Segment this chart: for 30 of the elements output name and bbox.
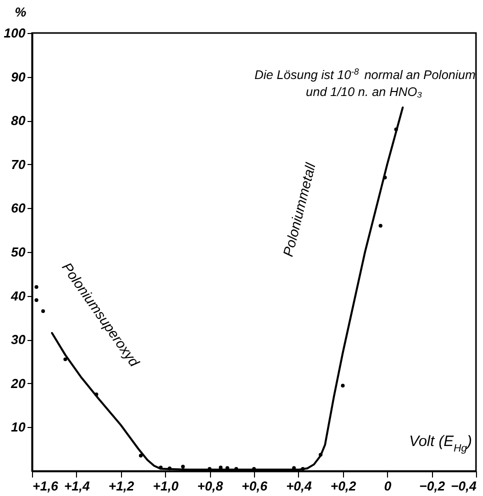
x-tick-label: 0	[384, 478, 392, 494]
y-tick-label: 40	[10, 288, 26, 304]
y-tick-label: 10	[11, 420, 26, 435]
x-tick-label: +1,4	[64, 478, 90, 494]
y-tick-label: 90	[11, 69, 26, 84]
point	[41, 309, 45, 313]
y-tick-label: 80	[11, 113, 26, 128]
y-tick-label: 20	[10, 376, 26, 391]
annotation: und 1/10 n. an HNO₃	[306, 85, 422, 99]
y-tick-label: 60	[11, 200, 26, 216]
y-tick-label: 30	[11, 332, 26, 348]
x-tick-label: −0,4	[450, 478, 478, 494]
x-tick-label: +1,6	[32, 478, 59, 494]
point	[340, 384, 345, 388]
x-tick-label: −0,2	[419, 478, 446, 494]
x-tick-label: +1,0	[152, 478, 180, 494]
y-axis-title: %	[14, 4, 27, 20]
x-tick-label: +0,4	[286, 478, 312, 494]
point	[181, 464, 185, 468]
y-tick-label: 50	[11, 244, 26, 260]
point	[34, 298, 38, 302]
x-tick-label: +0,2	[330, 478, 357, 494]
x-tick-label: +1,2	[108, 478, 135, 494]
y-tick-label: 70	[11, 156, 26, 172]
point	[378, 224, 382, 228]
point	[34, 285, 38, 289]
x-tick-label: +0,8	[197, 478, 224, 494]
point	[138, 454, 143, 458]
x-tick-label: +0,6	[242, 478, 268, 494]
y-tick-label: 100	[4, 26, 26, 40]
